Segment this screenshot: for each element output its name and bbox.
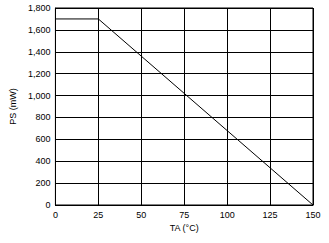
svg-text:400: 400 [35, 156, 50, 166]
svg-text:1,400: 1,400 [28, 47, 51, 57]
svg-text:0: 0 [45, 200, 50, 210]
svg-text:75: 75 [179, 210, 189, 220]
svg-text:1,600: 1,600 [28, 25, 51, 35]
svg-text:50: 50 [136, 210, 146, 220]
svg-text:TA (°C): TA (°C) [170, 223, 199, 233]
svg-text:0: 0 [53, 210, 58, 220]
svg-text:600: 600 [35, 134, 50, 144]
svg-text:800: 800 [35, 112, 50, 122]
svg-text:200: 200 [35, 178, 50, 188]
svg-text:100: 100 [220, 210, 235, 220]
svg-text:PS (mW): PS (mW) [8, 88, 18, 125]
svg-text:1,000: 1,000 [28, 91, 51, 101]
svg-text:150: 150 [305, 210, 320, 220]
svg-text:125: 125 [263, 210, 278, 220]
svg-text:25: 25 [93, 210, 103, 220]
svg-text:1,800: 1,800 [28, 3, 51, 13]
svg-text:1,200: 1,200 [28, 69, 51, 79]
